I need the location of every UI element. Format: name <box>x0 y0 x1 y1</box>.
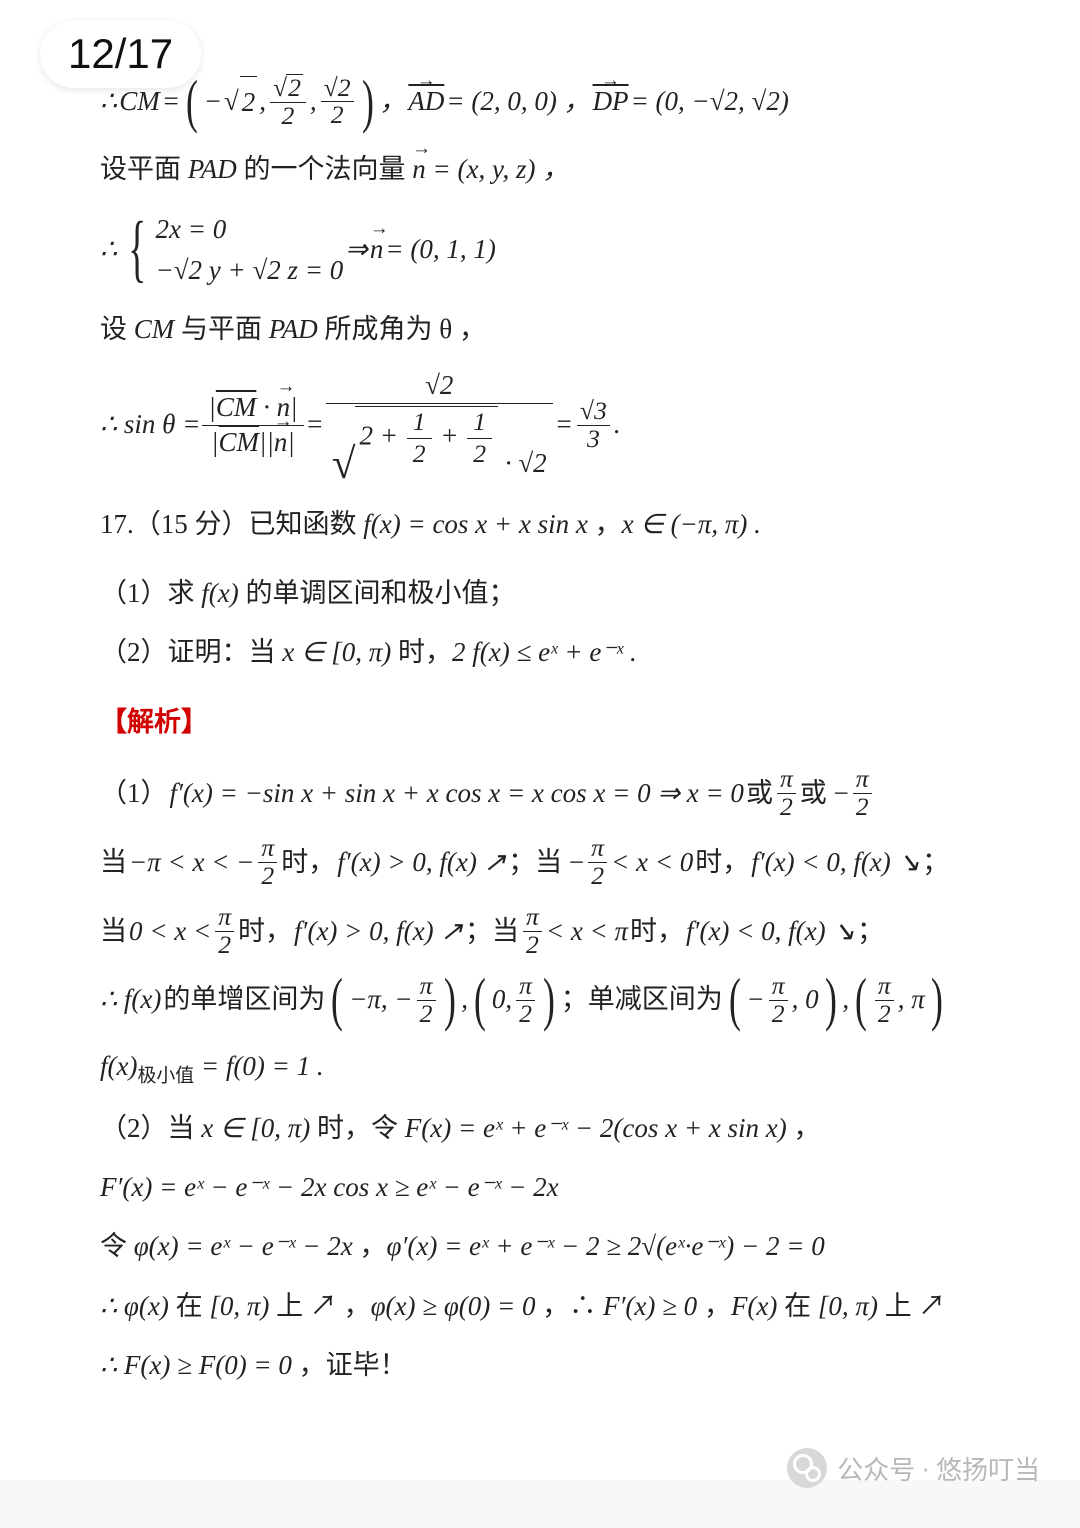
sol-local-min: f(x)极小值 = f(0) = 1 . <box>100 1041 980 1094</box>
solution-heading: 【解析】 <box>100 697 980 748</box>
watermark-sep: · <box>921 1453 930 1484</box>
sol-part2-setup: （2）当 x ∈ [0, π) 时，令 F(x) = eˣ + e⁻ˣ − 2(… <box>100 1103 980 1154</box>
sol-phi-monotone: ∴ φ(x) 在 [0, π) 上 ↗ ，φ(x) ≥ φ(0) = 0 ，∴ … <box>100 1281 980 1332</box>
wechat-icon <box>787 1448 827 1488</box>
sol-F-prime: F′(x) = eˣ − e⁻ˣ − 2x cos x ≥ eˣ − e⁻ˣ −… <box>100 1162 980 1213</box>
eq-system-normal: ∴ { 2x = 0 −√2 y + √2 z = 0 ⇒ n = (0, 1,… <box>100 209 980 290</box>
problem-17-part2: （2）证明：当 x ∈ [0, π) 时，2 f(x) ≤ eˣ + e⁻ˣ . <box>100 627 980 678</box>
wechat-watermark: 公众号 · 悠扬叮当 <box>787 1448 1040 1488</box>
sol-interval-1: 当 −π < x < − π2 时，f′(x) > 0, f(x) ↗ ；当 −… <box>100 835 980 890</box>
problem-17-part1: （1）求 f(x) 的单调区间和极小值； <box>100 568 980 619</box>
eq-sin-theta: ∴ sin θ = |CM · n| |CM||n| = √2 √ 2 + 12… <box>100 369 980 480</box>
sol-derivative: （1）f′(x) = −sin x + sin x + x cos x = x … <box>100 766 980 821</box>
page-counter-badge: 12/17 <box>40 20 201 88</box>
sol-interval-2: 当 0 < x < π2 时，f′(x) > 0, f(x) ↗ ；当 π2 <… <box>100 904 980 959</box>
problem-17-statement: 17.（15 分）已知函数 f(x) = cos x + x sin x ，x … <box>100 499 980 550</box>
watermark-prefix: 公众号 <box>837 1450 915 1487</box>
math-document: ∴ CM = ( −√2, √22, √22 ) ， AD = (2, 0, 0… <box>0 0 1080 1480</box>
sol-phi-def: 令 φ(x) = eˣ − e⁻ˣ − 2x ，φ′(x) = eˣ + e⁻ˣ… <box>100 1221 980 1272</box>
text-normal-vector-intro: 设平面 PAD 的一个法向量 n = (x, y, z) ， <box>100 144 980 195</box>
sol-conclusion: ∴ F(x) ≥ F(0) = 0 ，证毕！ <box>100 1340 980 1391</box>
watermark-account-name: 悠扬叮当 <box>936 1450 1040 1487</box>
sol-monotone-intervals: ∴ f(x) 的单增区间为 (−π, −π2) , (0, π2) ；单减区间为… <box>100 973 980 1028</box>
text-angle-setup: 设 CM 与平面 PAD 所成角为 θ ， <box>100 304 980 355</box>
eq-cm-vector: ∴ CM = ( −√2, √22, √22 ) ， AD = (2, 0, 0… <box>100 74 980 130</box>
